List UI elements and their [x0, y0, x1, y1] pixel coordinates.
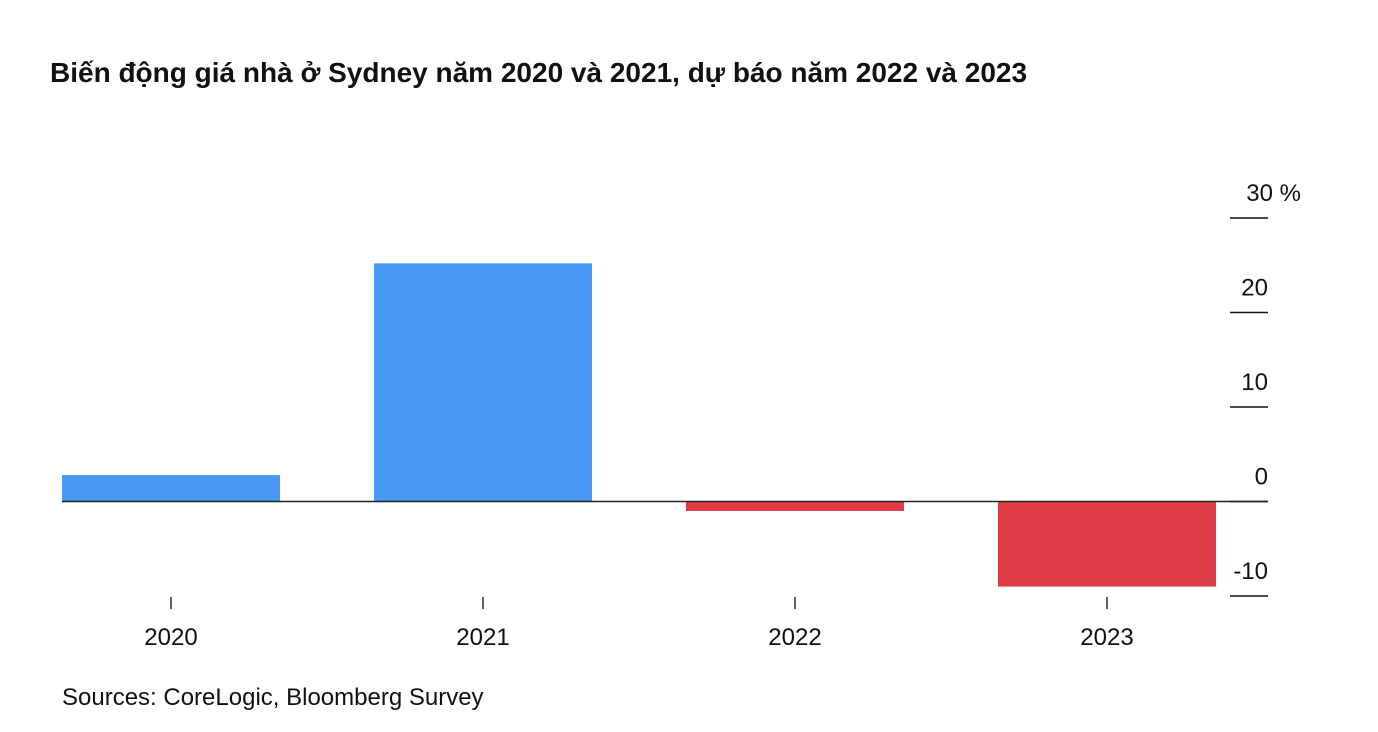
- y-tick-label: 10: [1241, 369, 1268, 396]
- source-note: Sources: CoreLogic, Bloomberg Survey: [62, 684, 484, 711]
- chart-title: Biến động giá nhà ở Sydney năm 2020 và 2…: [50, 57, 1027, 88]
- bar: [686, 501, 904, 511]
- x-tick-label: 2022: [768, 624, 821, 651]
- x-tick-label: 2021: [456, 624, 509, 651]
- y-tick-label: 0: [1255, 464, 1268, 491]
- x-tick-label: 2023: [1080, 624, 1133, 651]
- y-tick-label: -10: [1233, 558, 1268, 585]
- bar: [62, 475, 280, 502]
- x-tick-label: 2020: [144, 624, 197, 651]
- y-tick-label: 20: [1241, 275, 1268, 302]
- bar: [998, 501, 1216, 587]
- y-tick-label: 30 %: [1246, 180, 1301, 207]
- bar: [374, 263, 592, 502]
